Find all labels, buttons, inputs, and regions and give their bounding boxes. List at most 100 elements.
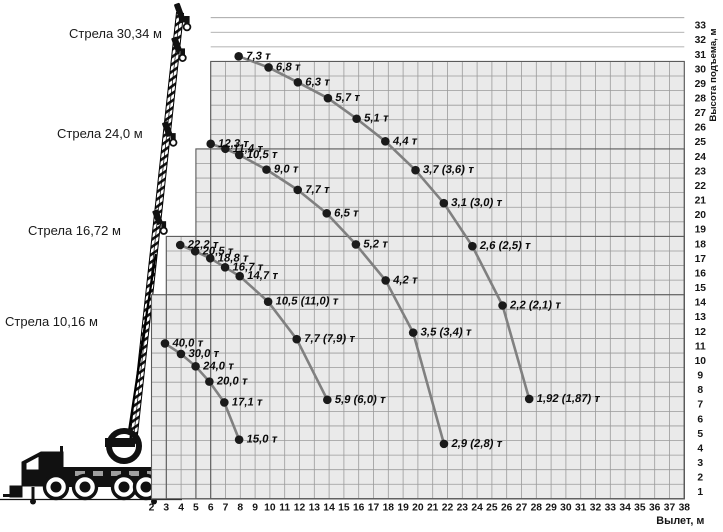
svg-text:35: 35 [634, 502, 646, 513]
svg-text:2: 2 [149, 502, 155, 513]
svg-text:6: 6 [697, 414, 703, 425]
svg-text:32: 32 [590, 502, 602, 513]
svg-text:6: 6 [208, 502, 214, 513]
svg-text:10,5 т: 10,5 т [246, 149, 279, 161]
svg-text:31: 31 [575, 502, 587, 513]
svg-text:Высота подъема, м: Высота подъема, м [708, 28, 719, 121]
svg-text:30,0 т: 30,0 т [187, 348, 220, 360]
svg-text:2: 2 [697, 473, 703, 484]
svg-text:28: 28 [695, 93, 707, 104]
svg-text:15: 15 [338, 502, 350, 513]
svg-text:2,2 (2,1) т: 2,2 (2,1) т [509, 300, 562, 312]
svg-text:36: 36 [649, 502, 661, 513]
svg-text:5,2 т: 5,2 т [362, 238, 389, 250]
svg-text:32: 32 [695, 35, 707, 46]
svg-text:18: 18 [383, 502, 395, 513]
svg-text:13: 13 [695, 312, 707, 323]
svg-text:20: 20 [695, 210, 707, 221]
svg-text:10: 10 [695, 356, 707, 367]
svg-text:Стрела 16,72 м: Стрела 16,72 м [28, 223, 121, 238]
svg-text:2,9 (2,8) т: 2,9 (2,8) т [450, 438, 503, 450]
svg-text:11: 11 [695, 341, 706, 352]
svg-text:5,9 (6,0) т: 5,9 (6,0) т [334, 394, 387, 406]
svg-text:6,8 т: 6,8 т [275, 61, 302, 73]
svg-text:20: 20 [412, 502, 424, 513]
svg-text:19: 19 [695, 225, 707, 236]
svg-text:12: 12 [294, 502, 306, 513]
svg-text:4,4 т: 4,4 т [392, 135, 419, 147]
svg-text:30: 30 [560, 502, 572, 513]
svg-text:3,5 (3,4) т: 3,5 (3,4) т [420, 327, 473, 339]
svg-text:18: 18 [695, 239, 707, 250]
svg-text:31: 31 [695, 50, 707, 61]
svg-text:3,1 (3,0) т: 3,1 (3,0) т [450, 197, 503, 209]
svg-text:9: 9 [252, 502, 258, 513]
svg-text:25: 25 [486, 502, 498, 513]
svg-text:26: 26 [501, 502, 513, 513]
svg-text:14: 14 [695, 298, 707, 309]
svg-text:13: 13 [309, 502, 321, 513]
svg-text:29: 29 [545, 502, 557, 513]
svg-text:21: 21 [427, 502, 439, 513]
svg-text:16: 16 [695, 268, 707, 279]
svg-text:27: 27 [516, 502, 528, 513]
svg-text:17,1 т: 17,1 т [231, 397, 264, 409]
svg-text:15: 15 [695, 283, 707, 294]
svg-text:8: 8 [697, 385, 703, 396]
svg-text:10,5 (11,0) т: 10,5 (11,0) т [275, 296, 340, 308]
svg-text:3: 3 [163, 502, 169, 513]
svg-text:5: 5 [193, 502, 199, 513]
svg-text:22: 22 [442, 502, 454, 513]
svg-text:16: 16 [353, 502, 365, 513]
svg-text:20,0 т: 20,0 т [216, 376, 249, 388]
svg-text:17: 17 [368, 502, 380, 513]
svg-text:34: 34 [619, 502, 631, 513]
svg-text:5,7 т: 5,7 т [334, 92, 361, 104]
svg-text:21: 21 [695, 196, 707, 207]
svg-text:3: 3 [697, 458, 703, 469]
svg-text:5: 5 [697, 429, 703, 440]
svg-text:4,2 т: 4,2 т [392, 274, 419, 286]
svg-text:3,7 (3,6) т: 3,7 (3,6) т [422, 164, 475, 176]
svg-text:37: 37 [664, 502, 676, 513]
svg-text:Стрела 24,0 м: Стрела 24,0 м [57, 126, 143, 141]
svg-text:9: 9 [697, 371, 703, 382]
svg-text:27: 27 [695, 108, 707, 119]
svg-text:4: 4 [178, 502, 184, 513]
svg-text:33: 33 [605, 502, 617, 513]
svg-text:9,0 т: 9,0 т [273, 164, 300, 176]
svg-text:Вылет, м: Вылет, м [656, 515, 704, 527]
svg-text:24: 24 [471, 502, 483, 513]
svg-text:Стрела 30,34 м: Стрела 30,34 м [69, 26, 162, 41]
svg-text:7: 7 [223, 502, 229, 513]
svg-text:4: 4 [697, 443, 703, 454]
svg-text:17: 17 [695, 254, 707, 265]
svg-text:28: 28 [531, 502, 543, 513]
svg-text:23: 23 [457, 502, 469, 513]
svg-text:7: 7 [697, 400, 703, 411]
svg-text:5,1 т: 5,1 т [363, 113, 390, 125]
svg-text:6,3 т: 6,3 т [304, 76, 331, 88]
svg-text:23: 23 [695, 166, 707, 177]
svg-text:14,7 т: 14,7 т [246, 270, 279, 282]
svg-text:14: 14 [323, 502, 335, 513]
svg-text:Стрела 10,16 м: Стрела 10,16 м [5, 314, 98, 329]
svg-text:1: 1 [697, 487, 703, 498]
svg-text:24: 24 [695, 152, 707, 163]
svg-text:26: 26 [695, 123, 707, 134]
svg-text:6,5 т: 6,5 т [333, 207, 360, 219]
svg-text:7,7 т: 7,7 т [304, 184, 331, 196]
svg-text:8: 8 [237, 502, 243, 513]
svg-text:10: 10 [264, 502, 276, 513]
svg-text:24,0 т: 24,0 т [202, 360, 235, 372]
svg-text:25: 25 [695, 137, 707, 148]
svg-text:29: 29 [695, 79, 707, 90]
svg-text:2,6 (2,5) т: 2,6 (2,5) т [479, 240, 532, 252]
svg-text:22: 22 [695, 181, 707, 192]
svg-text:30: 30 [695, 64, 707, 75]
svg-text:12: 12 [695, 327, 707, 338]
svg-text:15,0 т: 15,0 т [246, 434, 279, 446]
svg-text:38: 38 [679, 502, 691, 513]
svg-text:7,3 т: 7,3 т [245, 50, 272, 62]
svg-text:1,92 (1,87) т: 1,92 (1,87) т [536, 393, 602, 405]
